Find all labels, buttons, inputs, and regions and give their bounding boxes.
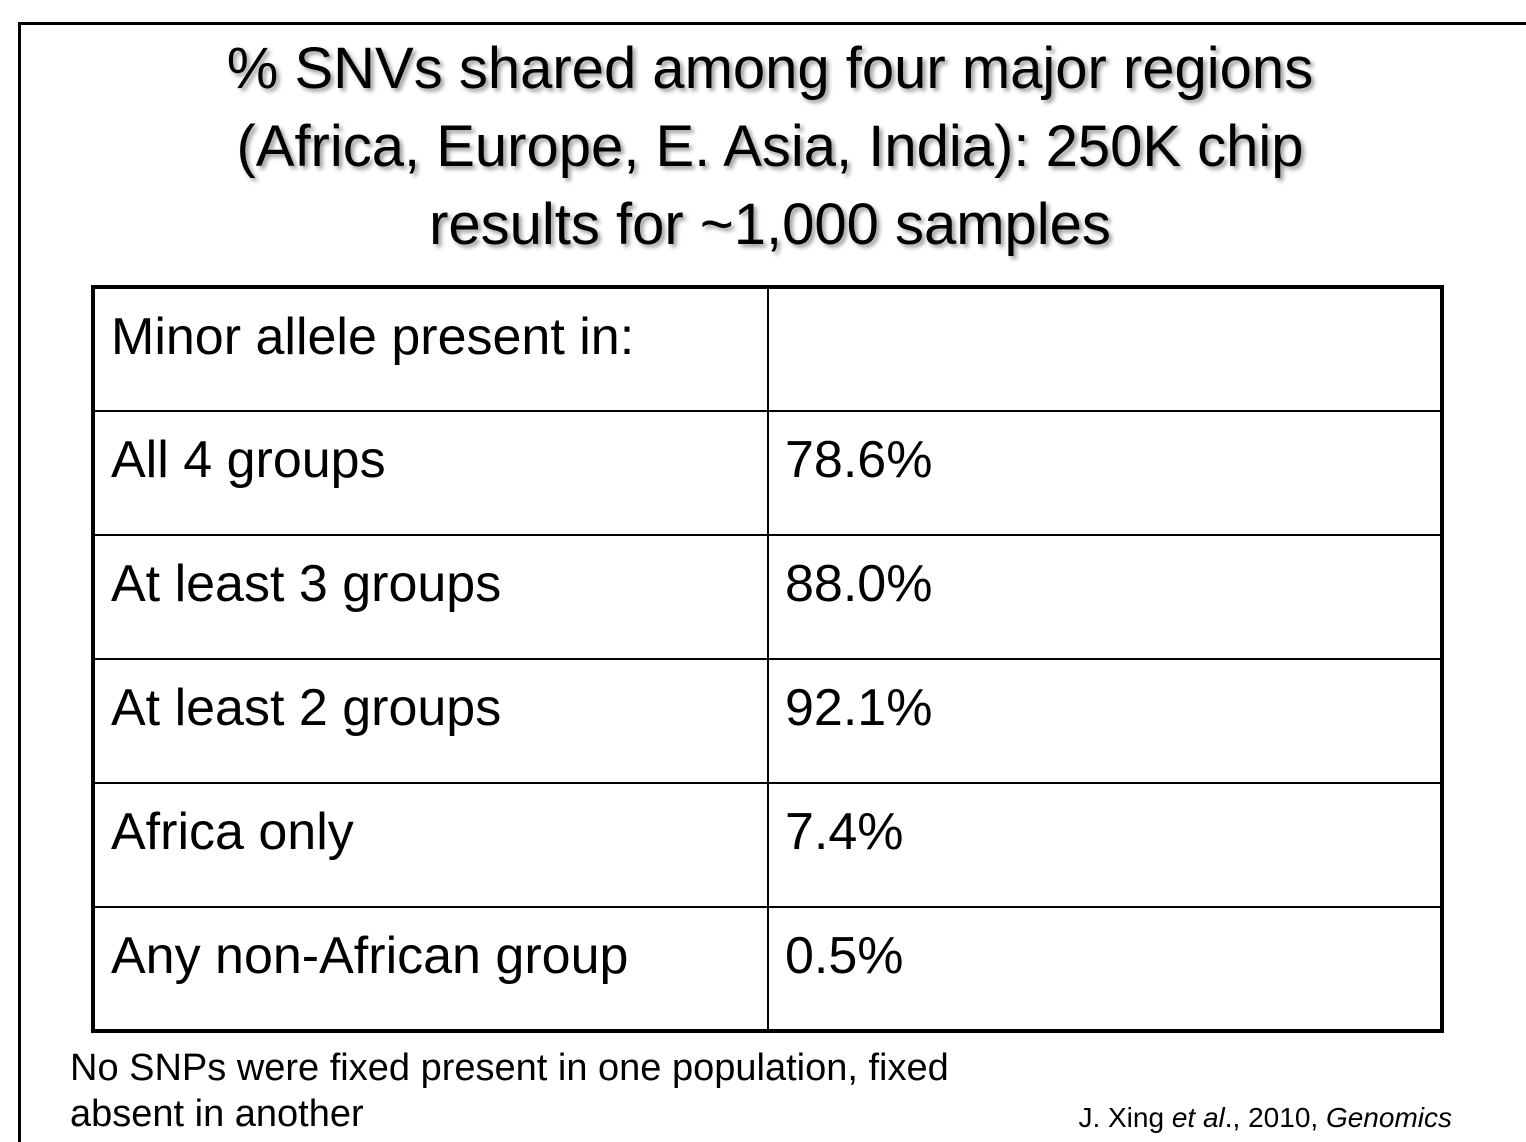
table-row: Any non-African group 0.5% <box>92 906 1443 1032</box>
value-cell: 88.0% <box>767 534 1443 660</box>
citation-part: ., 2010, <box>1224 1102 1326 1133</box>
table-row: At least 2 groups 92.1% <box>92 658 1443 784</box>
label-cell: At least 2 groups <box>92 658 769 784</box>
value-cell: 7.4% <box>767 782 1443 908</box>
label-cell: Any non-African group <box>92 906 769 1032</box>
slide-frame <box>18 22 1526 1142</box>
citation-part: J. Xing <box>1078 1102 1172 1133</box>
header-cell-empty <box>767 286 1443 412</box>
value-cell: 92.1% <box>767 658 1443 784</box>
title-line: results for ~1,000 samples <box>429 192 1111 257</box>
value-cell: 78.6% <box>767 410 1443 536</box>
title-line: (Africa, Europe, E. Asia, India): 250K c… <box>236 114 1304 179</box>
footnote: No SNPs were fixed present in one popula… <box>70 1045 949 1137</box>
value-cell: 0.5% <box>767 906 1443 1032</box>
slide-title: % SNVs shared among four major regions (A… <box>0 30 1526 264</box>
citation: J. Xing et al., 2010, Genomics <box>1078 1102 1452 1134</box>
citation-part: et al <box>1171 1102 1225 1133</box>
table-row: At least 3 groups 88.0% <box>92 534 1443 660</box>
label-cell: All 4 groups <box>92 410 769 536</box>
footnote-line: No SNPs were fixed present in one popula… <box>70 1047 949 1089</box>
header-row: Minor allele present in: <box>92 286 1443 412</box>
label-cell: At least 3 groups <box>92 534 769 660</box>
table-row: Africa only 7.4% <box>92 782 1443 908</box>
table-row: All 4 groups 78.6% <box>92 410 1443 536</box>
title-line: % SNVs shared among four major regions <box>226 36 1314 101</box>
data-table: Minor allele present in: All 4 groups 78.6… <box>91 285 1444 1033</box>
footnote-line: absent in another <box>70 1093 364 1135</box>
header-cell: Minor allele present in: <box>92 286 769 412</box>
label-cell: Africa only <box>92 782 769 908</box>
citation-part: Genomics <box>1325 1102 1452 1133</box>
